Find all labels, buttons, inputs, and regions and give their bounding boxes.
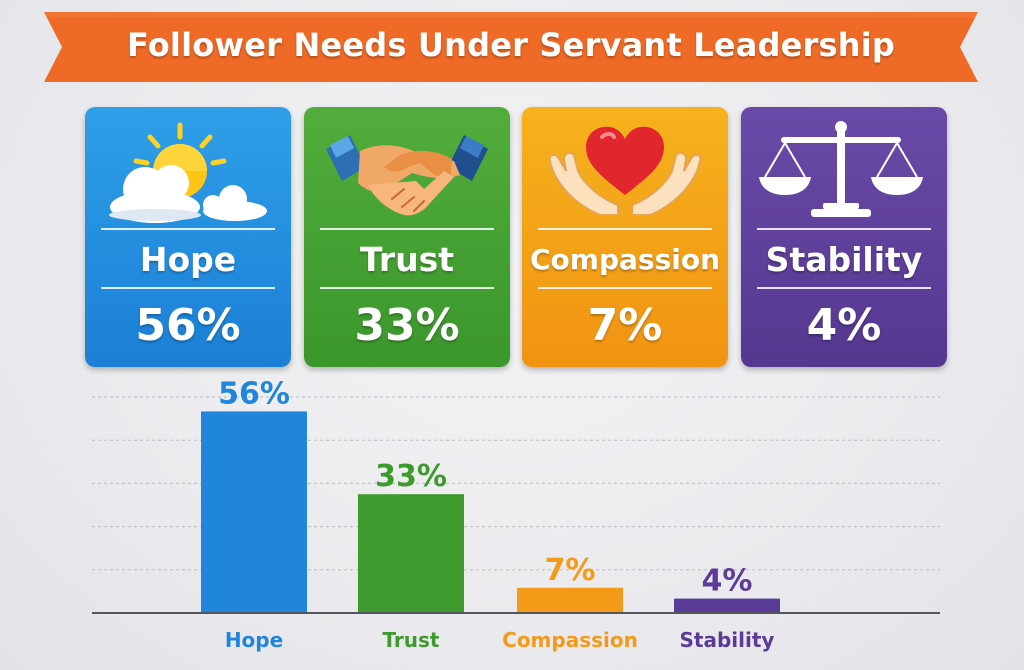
card-value: 4%	[806, 299, 882, 351]
trust-card: Trust 33%	[304, 107, 510, 367]
compassion-card: Compassion 7%	[522, 107, 728, 367]
card-divider	[757, 287, 931, 289]
bar-hope	[201, 411, 307, 613]
banner-ribbon	[44, 12, 978, 82]
bar-chart: 56% Hope 33% Trust 7% Compassion 4% Stability	[92, 380, 940, 652]
bar-trust	[358, 494, 464, 613]
card-value: 56%	[135, 299, 241, 351]
card-value: 7%	[587, 299, 663, 351]
hope-card: Hope 56%	[85, 107, 291, 367]
tick-label-stability: Stability	[680, 628, 775, 652]
card-label: Stability	[765, 239, 923, 279]
data-label-hope: 56%	[218, 380, 290, 411]
data-label-trust: 33%	[375, 459, 447, 494]
bar-stability	[674, 598, 780, 613]
card-divider	[101, 287, 275, 289]
card-value: 33%	[354, 299, 460, 351]
title-banner: Follower Needs Under Servant Leadership	[44, 12, 978, 82]
stability-card: Stability 4%	[741, 107, 947, 367]
card-label: Hope	[139, 239, 237, 279]
tick-label-hope: Hope	[225, 628, 283, 652]
card-divider	[538, 228, 712, 230]
tick-label-trust: Trust	[382, 628, 439, 652]
bar-compassion	[517, 587, 623, 613]
heart-hands-icon	[548, 126, 702, 216]
card-label: Compassion	[530, 242, 720, 276]
tick-label-compassion: Compassion	[502, 628, 638, 652]
card-divider	[320, 228, 494, 230]
card-divider	[538, 287, 712, 289]
card-label: Trust	[359, 239, 455, 279]
card-divider	[757, 228, 931, 230]
handshake-icon	[326, 135, 488, 216]
data-label-compassion: 7%	[545, 553, 596, 588]
card-divider	[320, 287, 494, 289]
data-label-stability: 4%	[702, 564, 753, 599]
scales-icon	[759, 121, 923, 217]
card-divider	[101, 228, 275, 230]
page-title: Follower Needs Under Servant Leadership	[126, 26, 896, 64]
sun-cloud-icon	[109, 122, 267, 223]
